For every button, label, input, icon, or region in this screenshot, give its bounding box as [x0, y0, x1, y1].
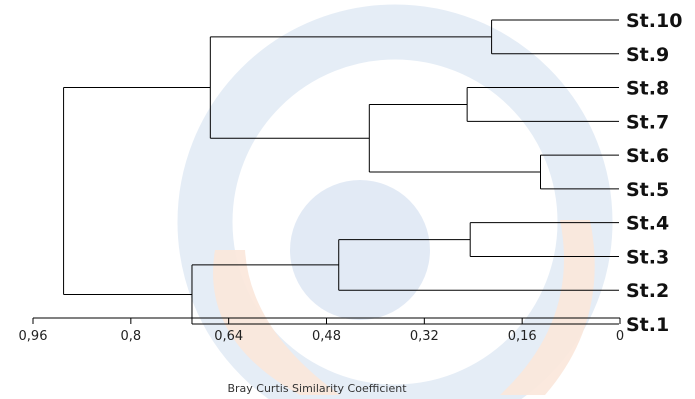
leaf-label: St.1: [626, 314, 669, 336]
x-tick-label: 0,32: [410, 329, 439, 344]
x-tick-label: 0,64: [214, 329, 243, 344]
x-tick-label: 0,96: [19, 329, 48, 344]
leaf-label: St.9: [626, 44, 669, 66]
leaf-label: St.6: [626, 145, 669, 167]
x-tick-label: 0: [616, 329, 624, 344]
x-tick-label: 0,48: [312, 329, 341, 344]
watermark-swoosh-right: [500, 220, 595, 395]
watermark-core: [290, 180, 430, 320]
leaf-labels: St.10 St.9 St.8 St.7 St.6 St.5 St.4 St.3 St.2 St.…: [626, 10, 682, 336]
leaf-label: St.4: [626, 213, 669, 235]
leaf-label: St.5: [626, 179, 669, 201]
leaf-label: St.3: [626, 246, 669, 268]
x-axis: 0,96 0,8 0,64 0,48 0,32 0,16 0: [19, 317, 624, 344]
x-tick-label: 0,8: [120, 329, 141, 344]
leaf-label: St.8: [626, 78, 669, 100]
leaf-label: St.7: [626, 111, 669, 133]
x-tick-label: 0,16: [508, 329, 537, 344]
background-watermark-logo: [177, 4, 613, 399]
watermark-swoosh-left: [213, 250, 340, 395]
leaf-label: St.2: [626, 280, 669, 302]
x-axis-title: Bray Curtis Similarity Coefficient: [227, 382, 407, 395]
dendrogram-branches: [63, 19, 619, 325]
leaf-label: St.10: [626, 10, 682, 32]
